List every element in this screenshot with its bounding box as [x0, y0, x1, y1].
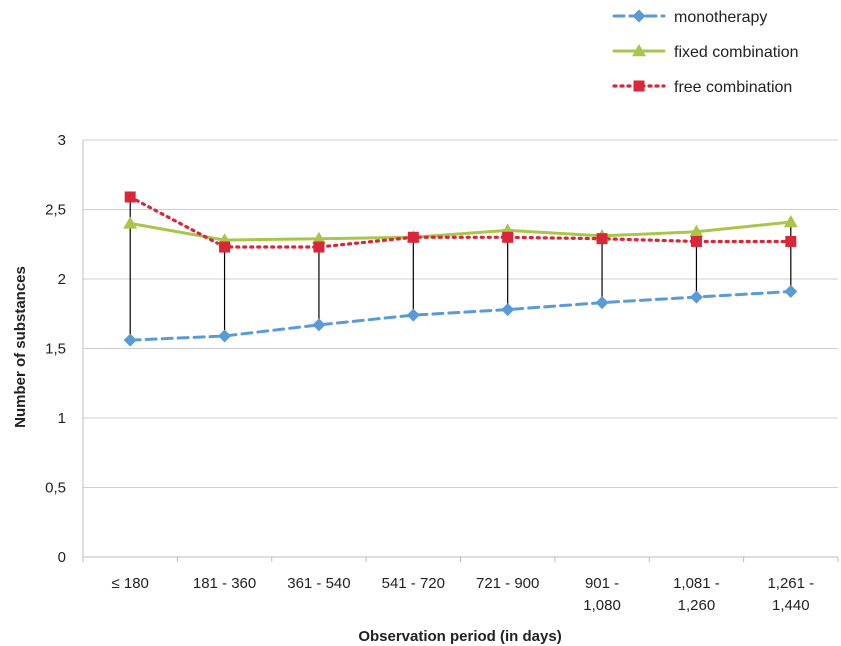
x-tick-label: 181 - 360	[193, 575, 256, 592]
gridlines	[83, 139, 838, 558]
legend: monotherapy fixed combination free combina…	[612, 9, 799, 96]
legend-marker-fixed-combination	[632, 44, 646, 57]
x-tick-label: 541 - 720	[382, 575, 445, 592]
x-tick-label: 901 -1,080	[583, 575, 621, 614]
y-tick-label: 1,5	[45, 341, 66, 358]
x-tick-label: 721 - 900	[476, 575, 539, 592]
data-point-free-combination	[313, 241, 325, 253]
legend-marker-free-combination	[633, 80, 645, 92]
data-point-monotherapy	[218, 329, 232, 343]
legend-marker-monotherapy	[632, 9, 646, 23]
data-point-free-combination	[596, 233, 608, 245]
series-markers	[123, 191, 798, 347]
x-tick-label: 1,081 -1,260	[673, 575, 720, 614]
data-point-fixed-combination	[689, 224, 704, 237]
series-line-monotherapy	[128, 290, 793, 342]
series-lines	[128, 195, 793, 342]
x-tick-label: 1,261 -1,440	[767, 575, 814, 614]
series-line-fixed-combination	[128, 220, 793, 242]
data-point-monotherapy	[123, 333, 137, 347]
y-axis-title: Number of substances	[12, 266, 29, 428]
data-point-free-combination	[690, 235, 702, 247]
data-point-monotherapy	[689, 290, 703, 304]
legend-label-fixed-combination: fixed combination	[674, 44, 799, 61]
y-tick-label: 0	[58, 549, 66, 566]
data-point-fixed-combination	[783, 215, 798, 228]
data-point-monotherapy	[406, 308, 420, 322]
x-tick-label: ≤ 180	[111, 575, 148, 592]
tick-labels: 0 0,5 1 1,5 2 2,5 3 ≤ 180 181 - 360 361 - 540 541 …	[45, 132, 814, 614]
legend-label-free-combination: free combination	[674, 79, 792, 96]
y-tick-label: 1	[58, 410, 66, 427]
legend-label-monotherapy: monotherapy	[674, 9, 767, 26]
data-point-monotherapy	[312, 318, 326, 332]
data-point-fixed-combination	[311, 231, 326, 244]
data-point-free-combination	[124, 191, 136, 203]
y-tick-label: 2	[58, 271, 66, 288]
data-point-free-combination	[407, 231, 419, 243]
data-point-fixed-combination	[123, 216, 138, 229]
data-point-monotherapy	[501, 303, 515, 317]
data-point-free-combination	[785, 235, 797, 247]
data-point-monotherapy	[595, 296, 609, 310]
y-tick-label: 0,5	[45, 480, 66, 497]
y-tick-label: 3	[58, 132, 66, 149]
drop-lines	[129, 196, 792, 341]
data-point-free-combination	[219, 241, 231, 253]
axes	[82, 140, 839, 562]
series-line-free-combination	[128, 195, 793, 249]
x-tick-label: 361 - 540	[287, 575, 350, 592]
data-point-monotherapy	[784, 285, 798, 299]
y-tick-label: 2,5	[45, 202, 66, 219]
x-axis-title: Observation period (in days)	[358, 628, 561, 645]
data-point-free-combination	[502, 231, 514, 243]
